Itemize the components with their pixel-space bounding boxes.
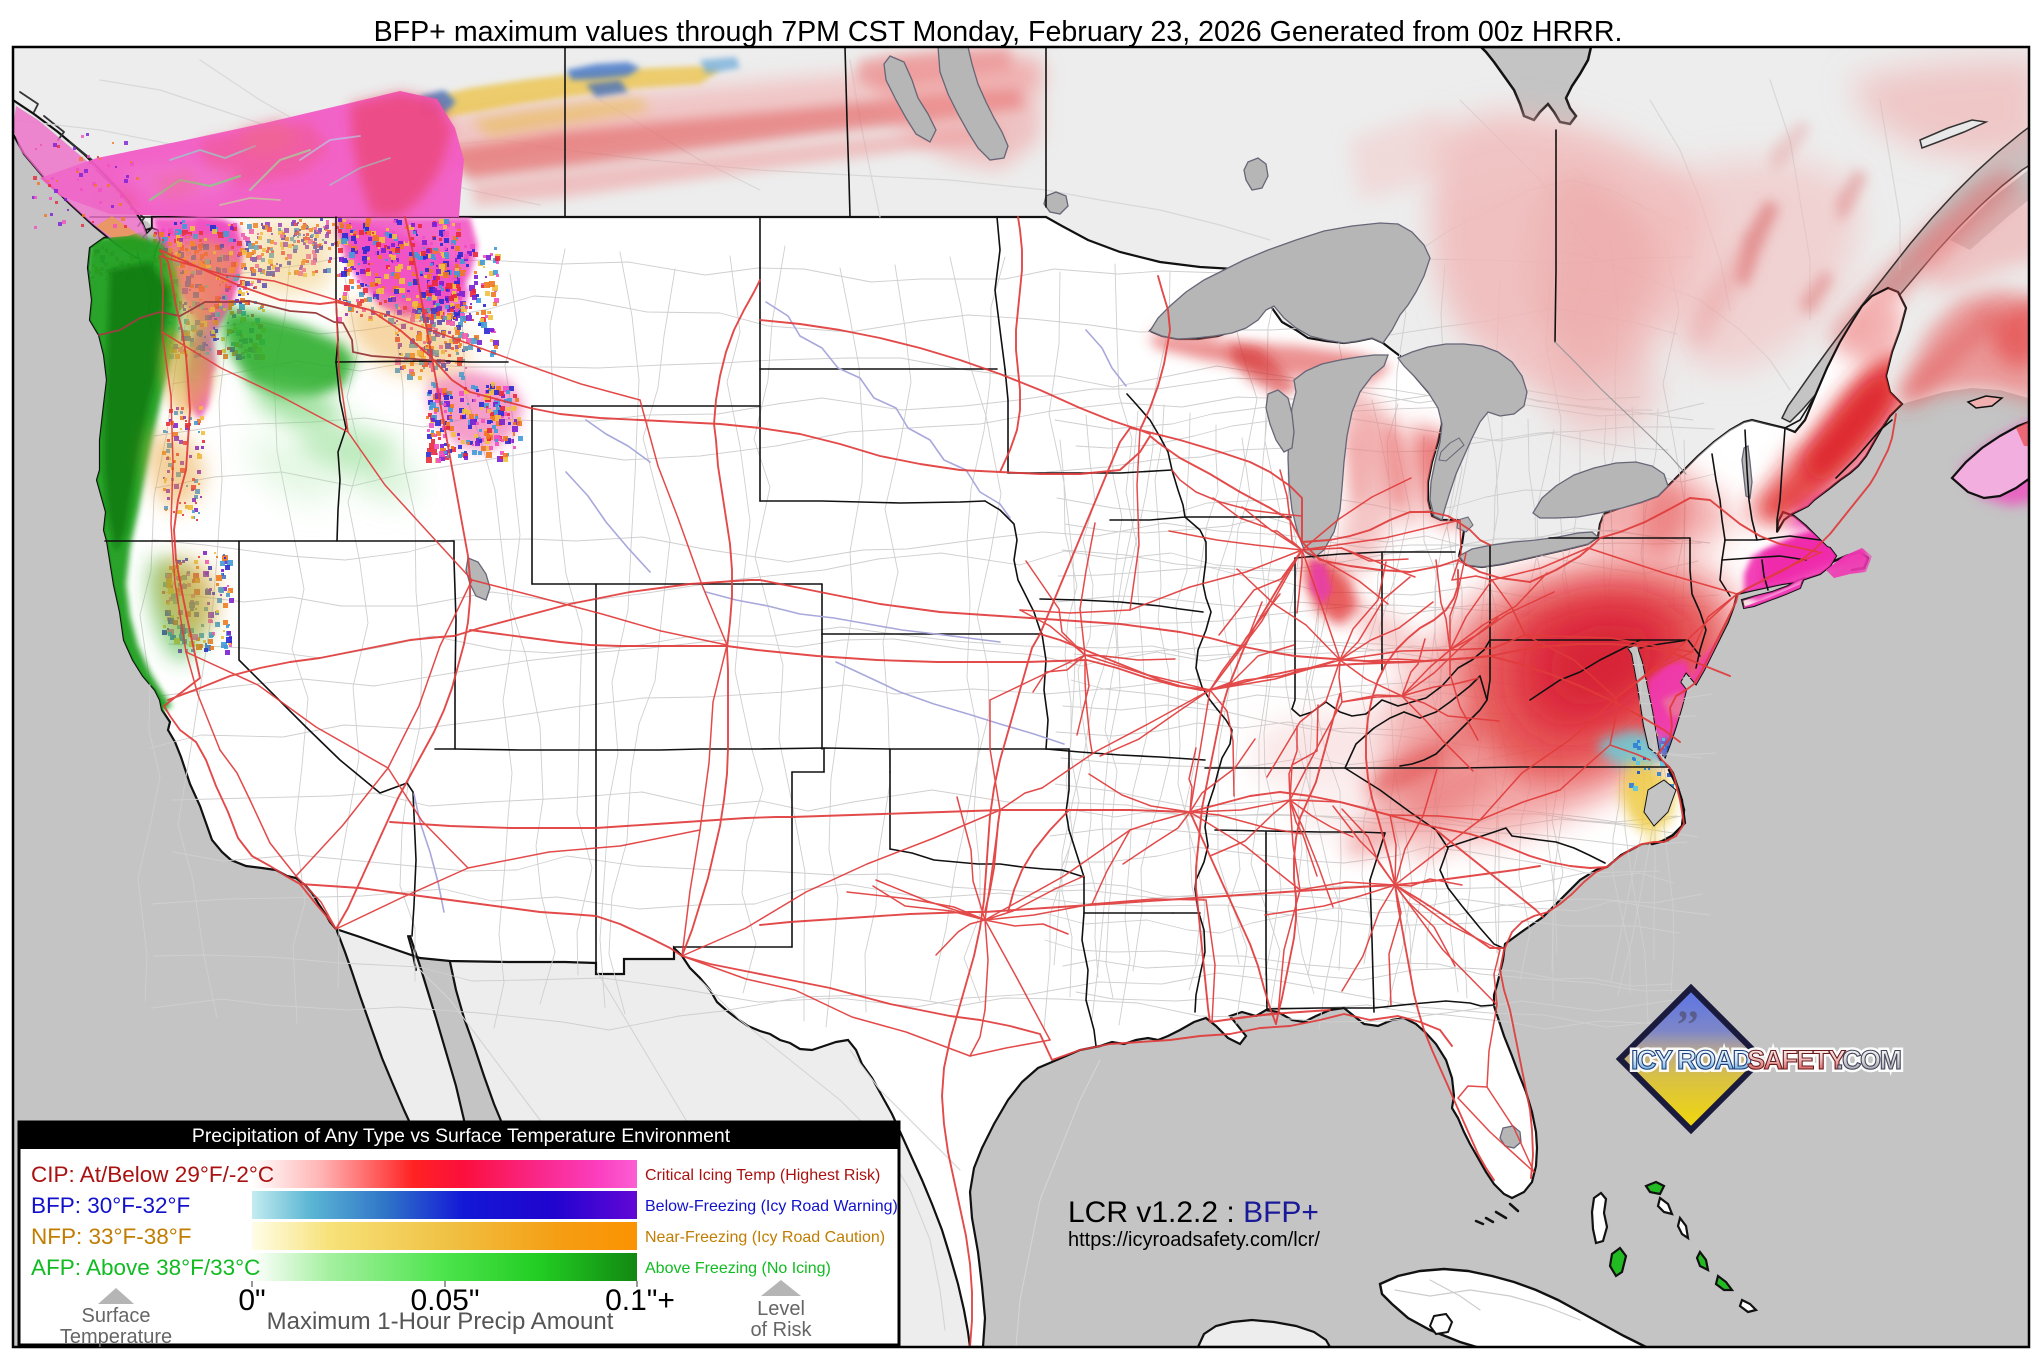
svg-text:Maximum 1-Hour Precip Amount: Maximum 1-Hour Precip Amount — [267, 1308, 614, 1335]
svg-text:CIP: At/Below 29°F/-2°C: CIP: At/Below 29°F/-2°C — [31, 1162, 274, 1187]
svg-text:ICY ROAD: ICY ROAD — [1631, 1045, 1752, 1075]
svg-text:SAFETY: SAFETY — [1747, 1045, 1846, 1075]
svg-text:Temperature: Temperature — [60, 1326, 172, 1348]
svg-text:BFP: 30°F-32°F: BFP: 30°F-32°F — [31, 1193, 190, 1218]
svg-text:0.05": 0.05" — [410, 1284, 479, 1317]
svg-text:ICY ROAD: ICY ROAD — [1631, 1045, 1752, 1075]
svg-text:.COM: .COM — [1836, 1045, 1901, 1075]
svg-text:Above Freezing (No Icing): Above Freezing (No Icing) — [645, 1260, 831, 1277]
svg-text:0": 0" — [238, 1284, 265, 1317]
svg-text:Surface: Surface — [82, 1305, 151, 1327]
svg-text:AFP: Above 38°F/33°C: AFP: Above 38°F/33°C — [31, 1255, 260, 1280]
svg-text:Precipitation of Any Type vs S: Precipitation of Any Type vs Surface Tem… — [192, 1125, 731, 1147]
svg-text:Below-Freezing (Icy Road Warni: Below-Freezing (Icy Road Warning) — [645, 1198, 898, 1215]
svg-text:LCR v1.2.2 : BFP+: LCR v1.2.2 : BFP+ — [1068, 1196, 1319, 1229]
svg-text:of Risk: of Risk — [750, 1319, 812, 1341]
svg-text:0.1"+: 0.1"+ — [605, 1284, 675, 1317]
svg-text:BFP+ maximum values through 7P: BFP+ maximum values through 7PM CST Mond… — [374, 16, 1623, 48]
svg-text:.COM: .COM — [1836, 1045, 1901, 1075]
svg-text:Critical Icing Temp (Highest R: Critical Icing Temp (Highest Risk) — [645, 1167, 880, 1184]
svg-text:https://icyroadsafety.com/lcr/: https://icyroadsafety.com/lcr/ — [1068, 1229, 1320, 1251]
svg-text:Near-Freezing (Icy Road Cautio: Near-Freezing (Icy Road Caution) — [645, 1229, 885, 1246]
svg-text:SAFETY: SAFETY — [1747, 1045, 1846, 1075]
svg-text:’’: ’’ — [1676, 1002, 1700, 1047]
svg-text:Level: Level — [757, 1298, 805, 1320]
svg-text:NFP: 33°F-38°F: NFP: 33°F-38°F — [31, 1224, 192, 1249]
